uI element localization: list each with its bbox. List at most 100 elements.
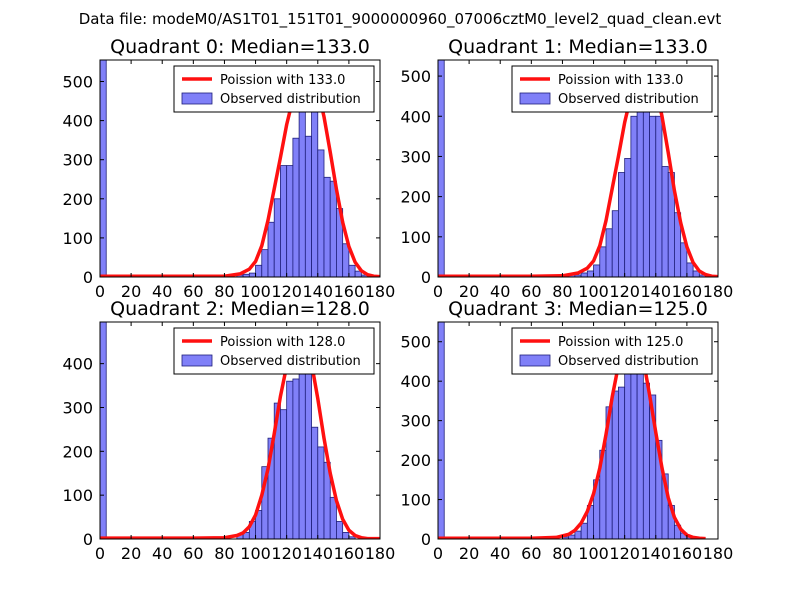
y-tick-label: 400	[400, 372, 431, 391]
y-tick-label: 300	[62, 398, 93, 417]
subplot-1: 0 20 40 60 80 100 120 140 160 1800100200300400500…	[400, 36, 733, 301]
histogram-bar	[304, 358, 312, 539]
histogram-bar	[292, 137, 300, 277]
histogram-bar	[286, 380, 294, 539]
x-tick-label: 20	[459, 544, 479, 563]
histogram-bar	[280, 165, 288, 277]
y-tick-label: 300	[400, 412, 431, 431]
legend-label-observed: Observed distribution	[558, 354, 699, 369]
histogram-bars	[438, 322, 700, 539]
axes-frame	[437, 321, 719, 540]
histogram-bar	[593, 264, 601, 277]
y-tick-label: 400	[62, 355, 93, 374]
y-tick-label: 300	[400, 147, 431, 166]
legend-label-poisson: Poission with 133.0	[558, 73, 683, 88]
y-tick-label: 0	[83, 268, 93, 287]
x-tick-label: 180	[703, 282, 734, 301]
legend-label-poisson: Poission with 125.0	[558, 335, 683, 350]
x-tick-label: 0	[433, 282, 443, 301]
histogram-bar	[323, 176, 331, 277]
histogram-bar	[618, 172, 626, 277]
histogram-bar	[574, 530, 582, 539]
histogram-bars	[438, 60, 713, 277]
histogram-bar	[261, 249, 269, 277]
legend-bar-swatch	[181, 354, 213, 367]
axes-frame	[437, 59, 719, 278]
x-tick-label: 20	[121, 544, 141, 563]
axes-frame	[99, 321, 381, 540]
histogram-bar	[605, 228, 613, 277]
histogram-bar	[655, 115, 663, 277]
histogram-bar	[342, 532, 350, 539]
x-tick-label: 60	[183, 544, 203, 563]
y-tick-label: 500	[400, 67, 431, 86]
histogram-bar	[248, 272, 256, 277]
y-tick-label: 0	[421, 530, 431, 549]
x-tick-label: 180	[365, 282, 396, 301]
x-tick-label: 120	[271, 282, 302, 301]
histogram-bar	[624, 158, 632, 277]
histogram-bar	[630, 115, 638, 277]
subplot-title: Quadrant 0: Median=133.0	[110, 36, 370, 58]
legend: Poission with 125.0 Observed distribution	[511, 327, 713, 375]
histogram-bar	[611, 390, 619, 539]
y-tick-label: 200	[400, 451, 431, 470]
legend-label-observed: Observed distribution	[220, 92, 361, 107]
x-tick-label: 40	[152, 544, 172, 563]
histogram-bar	[438, 322, 445, 539]
histogram-bar	[611, 210, 619, 277]
y-tick-label: 100	[62, 486, 93, 505]
y-tick-label: 200	[62, 190, 93, 209]
x-tick-label: 20	[459, 282, 479, 301]
histogram-bar	[317, 149, 325, 277]
y-tick-label: 100	[400, 491, 431, 510]
subplot-title: Quadrant 1: Median=133.0	[448, 36, 708, 58]
subplot-0: 0 20 40 60 80 100 120 140 160 1800100200300400500…	[62, 36, 395, 301]
legend: Poission with 133.0 Observed distribution	[511, 65, 713, 113]
figure-suptitle: Data file: modeM0/AS1T01_151T01_90000009…	[79, 10, 722, 29]
x-tick-label: 60	[521, 544, 541, 563]
x-tick-label: 140	[303, 544, 334, 563]
histogram-bar	[255, 264, 263, 277]
x-tick-label: 60	[183, 282, 203, 301]
x-tick-label: 40	[152, 282, 172, 301]
histogram-bar	[304, 135, 312, 277]
x-tick-label: 120	[609, 282, 640, 301]
histogram-bar	[580, 522, 588, 539]
histogram-bar	[286, 165, 294, 277]
y-tick-label: 500	[400, 333, 431, 352]
histogram-bar	[267, 221, 275, 277]
x-tick-label: 120	[609, 544, 640, 563]
x-tick-label: 20	[121, 282, 141, 301]
histogram-bar	[280, 409, 288, 539]
histogram-bar	[348, 264, 356, 277]
x-tick-label: 80	[214, 282, 234, 301]
subplot-title: Quadrant 2: Median=128.0	[110, 298, 370, 320]
histogram-bar	[100, 322, 107, 539]
y-tick-label: 100	[400, 228, 431, 247]
x-tick-label: 60	[521, 282, 541, 301]
y-tick-label: 0	[421, 268, 431, 287]
x-tick-label: 40	[490, 544, 510, 563]
legend-bar-swatch	[181, 92, 213, 105]
y-tick-label: 400	[62, 112, 93, 131]
x-tick-label: 160	[334, 282, 365, 301]
y-tick-label: 0	[83, 530, 93, 549]
x-tick-label: 100	[240, 544, 271, 563]
legend-label-poisson: Poission with 128.0	[220, 335, 345, 350]
subplot-3: 0 20 40 60 80 100 120 140 160 1800100200300400500…	[400, 298, 733, 563]
x-tick-label: 160	[672, 544, 703, 563]
histogram-bar	[686, 262, 694, 277]
histogram-bar	[317, 446, 325, 539]
x-tick-label: 140	[303, 282, 334, 301]
legend: Poission with 128.0 Observed distribution	[173, 327, 375, 375]
y-tick-label: 100	[62, 229, 93, 248]
subplot-grid: 0 20 40 60 80 100 120 140 160 1800100200300400500…	[62, 36, 733, 563]
histogram-bar	[636, 364, 644, 539]
legend-bar-swatch	[519, 354, 551, 367]
y-tick-label: 400	[400, 107, 431, 126]
legend: Poission with 133.0 Observed distribution	[173, 65, 375, 113]
x-tick-label: 40	[490, 282, 510, 301]
x-tick-label: 100	[578, 544, 609, 563]
